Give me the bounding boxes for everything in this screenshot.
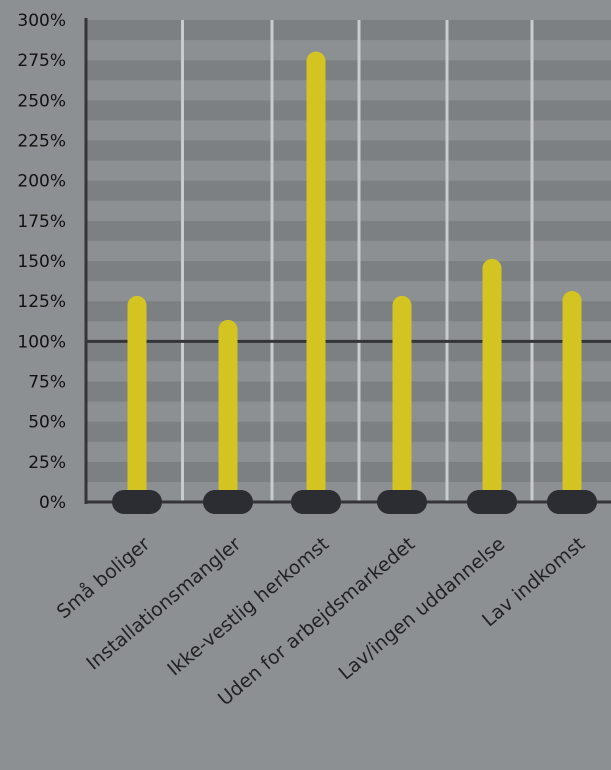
y-tick-label: 150%	[17, 252, 66, 272]
x-axis-labels: Små boligerInstallationsmanglerIkke-vest…	[52, 532, 589, 710]
grid-band	[86, 341, 611, 362]
y-tick-label: 225%	[17, 132, 66, 152]
x-tick-label: Installationsmangler	[82, 533, 245, 675]
grid-band	[86, 441, 611, 462]
grid-band	[86, 40, 611, 61]
grid-band	[86, 100, 611, 121]
y-tick-label: 175%	[17, 212, 66, 232]
y-tick-label: 75%	[28, 373, 66, 393]
grid-band	[86, 301, 611, 322]
grid-band	[86, 321, 611, 342]
y-tick-label: 250%	[17, 91, 66, 111]
grid-band	[86, 421, 611, 442]
grid-band	[86, 361, 611, 382]
bar-base	[547, 490, 597, 514]
y-tick-label: 200%	[17, 172, 66, 192]
grid-band	[86, 461, 611, 482]
grid-band	[86, 60, 611, 81]
grid-band	[86, 180, 611, 201]
bars	[112, 51, 597, 514]
grid-bands	[86, 20, 611, 502]
grid-band	[86, 120, 611, 141]
grid-band	[86, 240, 611, 261]
grid-band	[86, 140, 611, 161]
y-tick-label: 275%	[17, 51, 66, 71]
grid-band	[86, 220, 611, 241]
x-tick-label: Ikke-vestlig herkomst	[163, 533, 333, 681]
grid-band	[86, 281, 611, 302]
y-tick-label: 125%	[17, 292, 66, 312]
grid-band	[86, 381, 611, 402]
grid-band	[86, 401, 611, 422]
axes	[84, 18, 611, 504]
x-tick-label: Lav/ingen uddannelse	[335, 533, 510, 685]
bar-base	[467, 490, 517, 514]
bar-base	[112, 490, 162, 514]
y-tick-label: 100%	[17, 332, 66, 352]
grid-band	[86, 20, 611, 41]
grid-band	[86, 160, 611, 181]
bar-base	[377, 490, 427, 514]
grid-band	[86, 80, 611, 101]
category-separators	[181, 20, 534, 502]
grid-band	[86, 200, 611, 221]
y-tick-label: 300%	[17, 11, 66, 31]
y-tick-label: 25%	[28, 453, 66, 473]
grid-band	[86, 261, 611, 282]
y-tick-label: 50%	[28, 413, 66, 433]
y-axis-ticks: 0% 25% 50% 75% 100% 125% 150% 175% 200% 225% 250% 2…	[17, 11, 66, 513]
y-tick-label: 0%	[39, 493, 66, 513]
bar-base	[291, 490, 341, 514]
bar-base	[203, 490, 253, 514]
